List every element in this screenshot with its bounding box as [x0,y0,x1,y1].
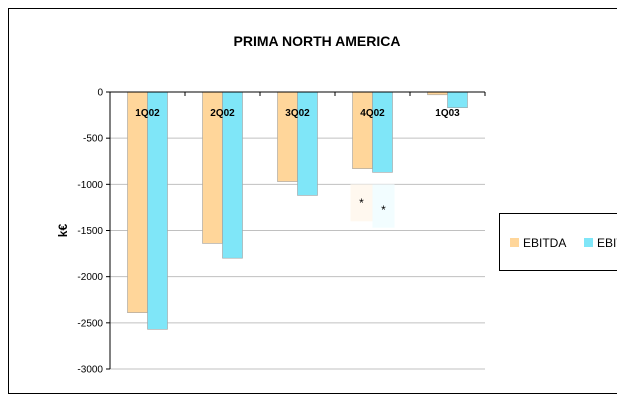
bar-ebit-1q03 [447,91,468,108]
category-label: 1Q03 [435,108,460,119]
y-tick-label: -2000 [77,272,103,283]
annotation-mark: * [359,196,364,210]
annotation-box-ebitda [350,184,373,222]
legend-item-ebit: EBIT [584,236,617,250]
legend-label-ebit: EBIT [597,236,617,250]
legend-label-ebitda: EBITDA [523,236,567,250]
y-tick-label: -3000 [77,365,103,376]
annotation-box-ebit [372,184,395,228]
y-tick-label: -1500 [77,226,103,237]
category-label: 2Q02 [210,108,235,119]
y-axis-title: k€ [56,224,70,238]
legend-item-ebitda: EBITDA [510,236,566,250]
bar-ebitda-4q02 [352,91,373,169]
legend-swatch-ebit [584,238,593,247]
y-tick-label: -1000 [77,180,103,191]
chart-area: PRIMA NORTH AMERICA 0 -500 -1000 -1500 -2000… [8,8,617,394]
y-tick-label: -500 [83,134,103,145]
y-tick-label: 0 [97,88,103,99]
chart-svg: 0 -500 -1000 -1500 -2000 -2500 -3000 k€ 1Q02 2Q02… [56,88,486,376]
legend: EBITDA EBIT [499,213,617,271]
category-label: 3Q02 [285,108,310,119]
bar-ebit-4q02 [372,91,393,173]
bar-ebitda-3q02 [277,91,298,182]
category-label: 1Q02 [135,108,160,119]
y-tick-label: -2500 [77,318,103,329]
category-label: 4Q02 [360,108,385,119]
bar-ebit-1q02 [147,91,168,330]
annotation-mark: * [381,203,386,217]
legend-swatch-ebitda [510,238,519,247]
bar-ebitda-1q02 [127,91,148,313]
chart-title: PRIMA NORTH AMERICA [233,33,401,49]
